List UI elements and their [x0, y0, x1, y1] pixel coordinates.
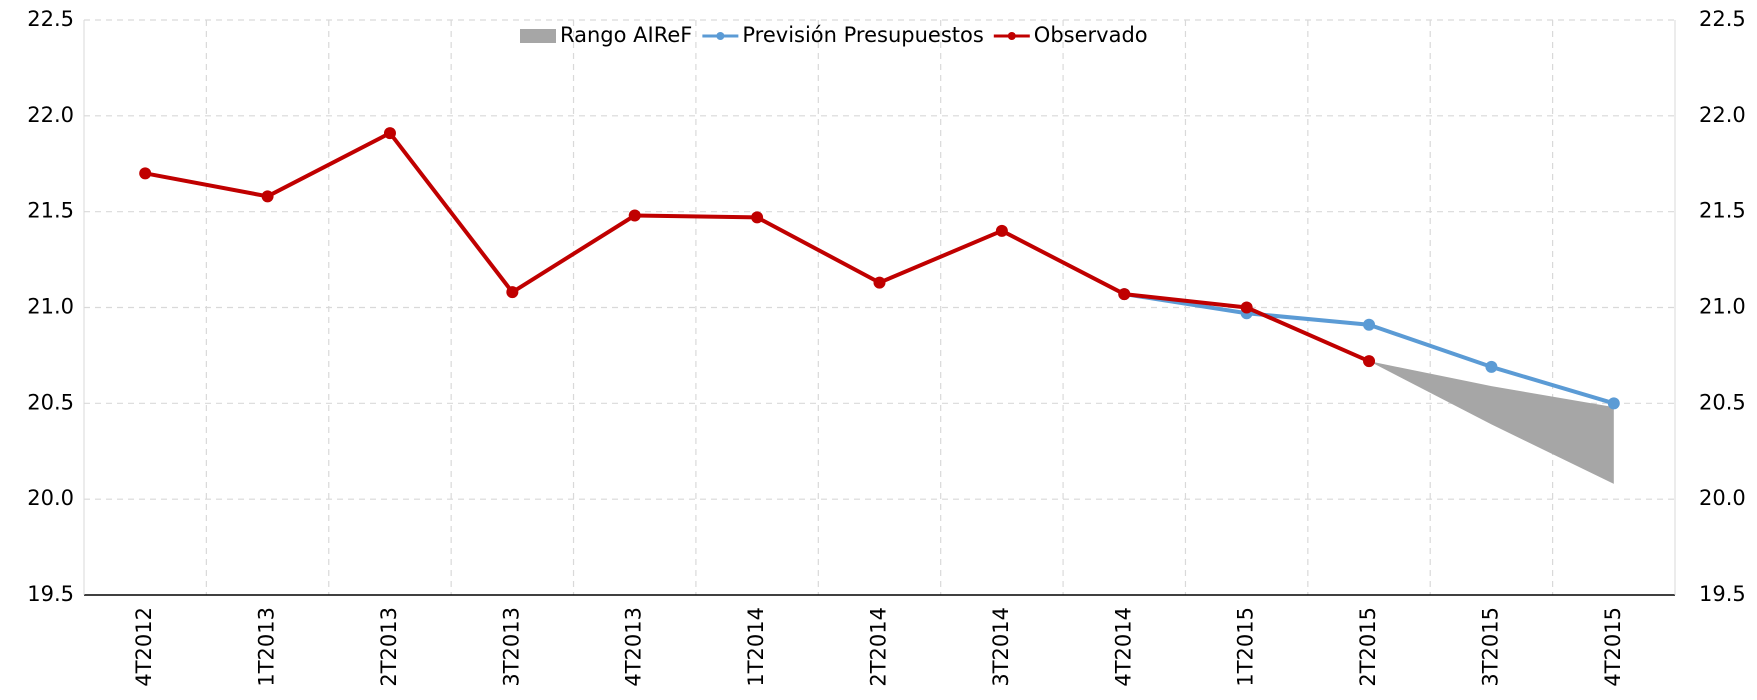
marker	[261, 190, 274, 203]
x-tick-label: 4T2012	[132, 607, 156, 687]
legend-label: Rango AIReF	[560, 23, 692, 47]
legend-label: Observado	[1034, 23, 1148, 47]
x-tick-label: 2T2014	[867, 607, 891, 687]
x-tick-label: 4T2013	[622, 607, 646, 687]
y2-tick-label: 21.0	[1699, 295, 1746, 319]
marker	[1363, 318, 1376, 331]
x-tick-label: 2T2015	[1356, 607, 1380, 687]
marker	[383, 127, 396, 140]
marker	[1240, 301, 1253, 314]
y2-tick-label: 22.5	[1699, 7, 1746, 31]
y-tick-label: 19.5	[27, 582, 74, 606]
y2-tick-label: 20.0	[1699, 486, 1746, 510]
marker	[628, 209, 641, 222]
legend-label: Previsión Presupuestos	[742, 23, 983, 47]
legend-swatch	[520, 29, 556, 43]
marker	[139, 167, 152, 180]
y-tick-label: 20.0	[27, 486, 74, 510]
x-tick-label: 3T2014	[989, 607, 1013, 687]
x-tick-label: 3T2013	[499, 607, 523, 687]
x-tick-label: 1T2014	[744, 607, 768, 687]
marker	[1118, 288, 1131, 301]
marker	[873, 276, 886, 289]
y-tick-label: 21.5	[27, 199, 74, 223]
legend-marker	[1007, 32, 1016, 40]
x-tick-label: 1T2015	[1234, 607, 1258, 687]
marker	[1485, 360, 1498, 373]
x-tick-label: 2T2013	[377, 607, 401, 687]
y-tick-label: 20.5	[27, 390, 74, 414]
x-tick-label: 1T2013	[255, 607, 279, 687]
y-tick-label: 22.0	[27, 103, 74, 127]
marker	[506, 286, 519, 299]
y-tick-label: 21.0	[27, 295, 74, 319]
marker	[1363, 355, 1376, 368]
range-area	[1369, 361, 1614, 484]
marker	[1607, 397, 1620, 410]
x-tick-label: 4T2014	[1111, 607, 1135, 687]
x-tick-label: 3T2015	[1478, 607, 1502, 687]
y2-tick-label: 21.5	[1699, 199, 1746, 223]
marker	[995, 224, 1008, 237]
y2-tick-label: 20.5	[1699, 390, 1746, 414]
y2-tick-label: 19.5	[1699, 582, 1746, 606]
y-tick-label: 22.5	[27, 7, 74, 31]
legend-marker	[716, 32, 725, 40]
y2-tick-label: 22.0	[1699, 103, 1746, 127]
marker	[751, 211, 764, 224]
x-tick-label: 4T2015	[1601, 607, 1625, 687]
line	[1123, 292, 1615, 406]
